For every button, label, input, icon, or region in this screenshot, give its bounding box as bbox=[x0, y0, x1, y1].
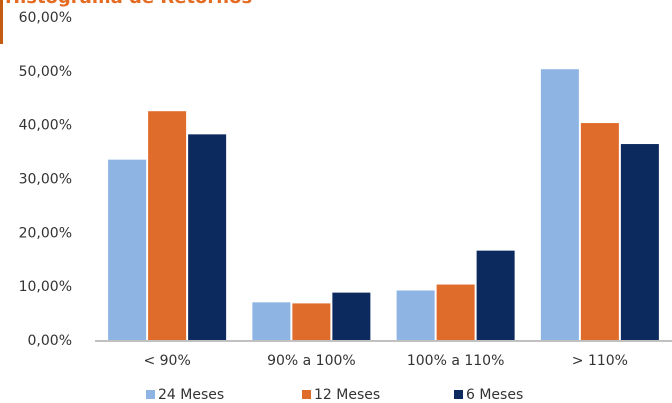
bar bbox=[188, 134, 227, 340]
bar bbox=[580, 123, 619, 340]
legend-swatch bbox=[302, 390, 311, 399]
bar bbox=[396, 290, 435, 340]
x-tick-label: 100% a 110% bbox=[407, 353, 505, 369]
bar bbox=[108, 159, 147, 340]
legend: 24 Meses 12 Meses 6 Meses bbox=[146, 387, 523, 403]
y-tick-label: 40,00% bbox=[19, 118, 72, 134]
y-tick-label: 20,00% bbox=[19, 225, 72, 241]
legend-swatch bbox=[146, 390, 155, 399]
title-accent-bar bbox=[0, 0, 3, 44]
x-axis: < 90% 90% a 100% 100% a 110% > 110% bbox=[143, 353, 628, 369]
y-tick-label: 30,00% bbox=[19, 172, 72, 188]
y-tick-label: 0,00% bbox=[28, 333, 72, 349]
legend-swatch bbox=[454, 390, 463, 399]
bar bbox=[540, 69, 579, 341]
legend-label: 24 Meses bbox=[158, 387, 224, 403]
legend-label: 6 Meses bbox=[466, 387, 523, 403]
bar bbox=[476, 250, 515, 340]
chart-title: Histograma de Retornos bbox=[5, 0, 252, 8]
x-tick-label: 90% a 100% bbox=[267, 353, 356, 369]
bar bbox=[292, 303, 331, 340]
y-axis: 0,00% 10,00% 20,00% 30,00% 40,00% 50,00% 60,00… bbox=[19, 10, 72, 349]
bar bbox=[332, 292, 371, 340]
bar bbox=[148, 111, 187, 340]
bar bbox=[252, 302, 291, 340]
x-tick-label: > 110% bbox=[572, 353, 628, 369]
y-tick-label: 60,00% bbox=[19, 10, 72, 26]
legend-label: 12 Meses bbox=[314, 387, 380, 403]
bar bbox=[436, 284, 475, 340]
bar bbox=[620, 144, 659, 340]
y-tick-label: 50,00% bbox=[19, 64, 72, 80]
bars bbox=[108, 69, 659, 341]
y-tick-label: 10,00% bbox=[19, 279, 72, 295]
x-tick-label: < 90% bbox=[143, 353, 190, 369]
